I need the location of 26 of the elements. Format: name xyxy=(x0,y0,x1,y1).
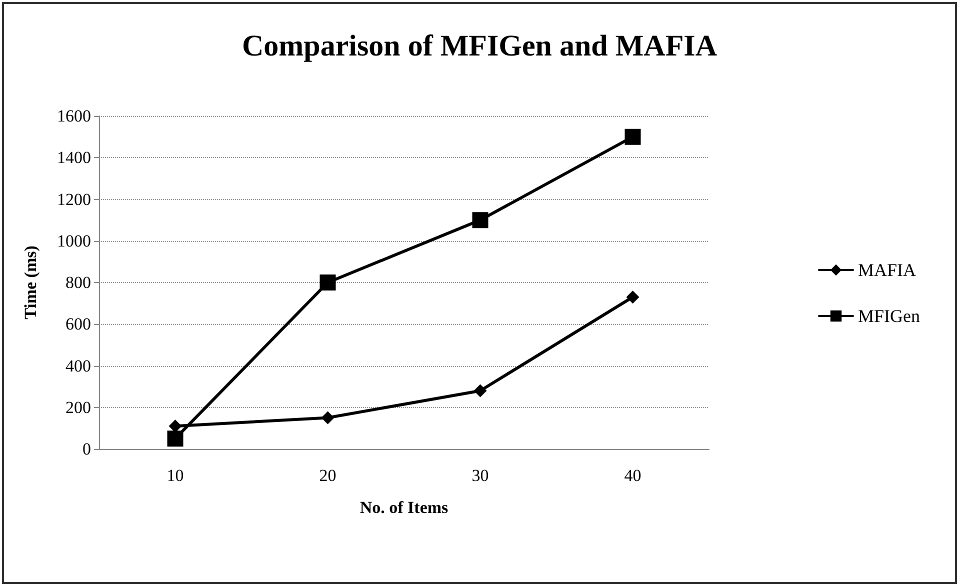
legend-label: MFIGen xyxy=(858,306,920,326)
legend-label: MAFIA xyxy=(858,260,916,280)
y-tick-label: 600 xyxy=(66,314,91,334)
x-tick-label: 30 xyxy=(472,466,489,485)
point xyxy=(472,212,488,228)
y-tick-label: 1000 xyxy=(57,231,91,250)
chart-title: Comparison of MFIGen and MAFIA xyxy=(242,30,718,62)
y-axis-title: Time (ms) xyxy=(21,246,40,320)
point xyxy=(626,290,640,304)
point xyxy=(168,420,182,433)
point xyxy=(624,128,641,145)
y-tick-label: 800 xyxy=(66,273,91,292)
point xyxy=(167,430,184,447)
y-tick-label: 200 xyxy=(66,398,91,417)
point xyxy=(474,384,487,398)
y-tick-label: 0 xyxy=(82,440,91,458)
x-tick-label: 10 xyxy=(166,466,184,485)
x-tick-label: 40 xyxy=(624,466,642,485)
y-tick-label: 400 xyxy=(66,356,91,376)
x-axis-title: No. of Items xyxy=(360,498,449,517)
x-tick-label: 20 xyxy=(319,466,336,485)
point xyxy=(320,274,336,290)
y-tick-label: 1600 xyxy=(57,106,91,126)
y-tick-label: 1200 xyxy=(57,190,91,209)
point xyxy=(321,411,334,424)
y-tick-label: 1400 xyxy=(57,148,91,168)
